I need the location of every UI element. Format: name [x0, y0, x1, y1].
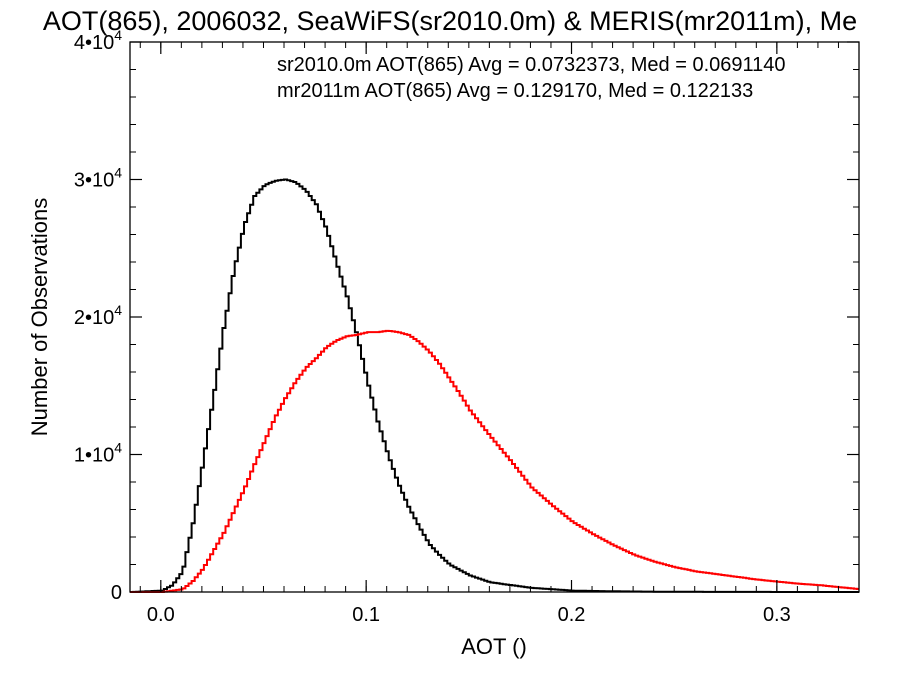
y-tick-label: 3•104 — [74, 165, 122, 192]
y-tick-label: 2•104 — [74, 302, 122, 329]
x-axis-label: AOT () — [461, 634, 527, 659]
y-tick-labels: 0 1•104 2•104 3•104 4•104 — [74, 27, 122, 604]
series-group — [130, 178, 859, 593]
x-tick-label: 0.1 — [352, 604, 380, 626]
x-tick-labels: 0.0 0.1 0.2 0.3 — [147, 604, 791, 626]
y-axis-label: Number of Observations — [27, 198, 52, 436]
chart-title: AOT(865), 2006032, SeaWiFS(sr2010.0m) & … — [43, 6, 857, 36]
legend-label-sr2010: sr2010.0m AOT(865) Avg = 0.0732373, Med … — [277, 54, 786, 76]
plot-frame — [129, 41, 860, 593]
axis-ticks — [130, 41, 859, 593]
x-tick-label: 0.3 — [763, 604, 791, 626]
x-tick-label: 0.0 — [147, 604, 175, 626]
y-tick-label: 4•104 — [74, 27, 122, 54]
legend-label-mr2011: mr2011m AOT(865) Avg = 0.129170, Med = 0… — [277, 80, 753, 102]
series-line-mr2011m — [130, 329, 859, 593]
y-tick-label: 0 — [111, 582, 122, 604]
x-tick-label: 0.2 — [558, 604, 586, 626]
series-line-sr2010.0m — [130, 178, 859, 593]
y-tick-label: 1•104 — [74, 440, 122, 467]
